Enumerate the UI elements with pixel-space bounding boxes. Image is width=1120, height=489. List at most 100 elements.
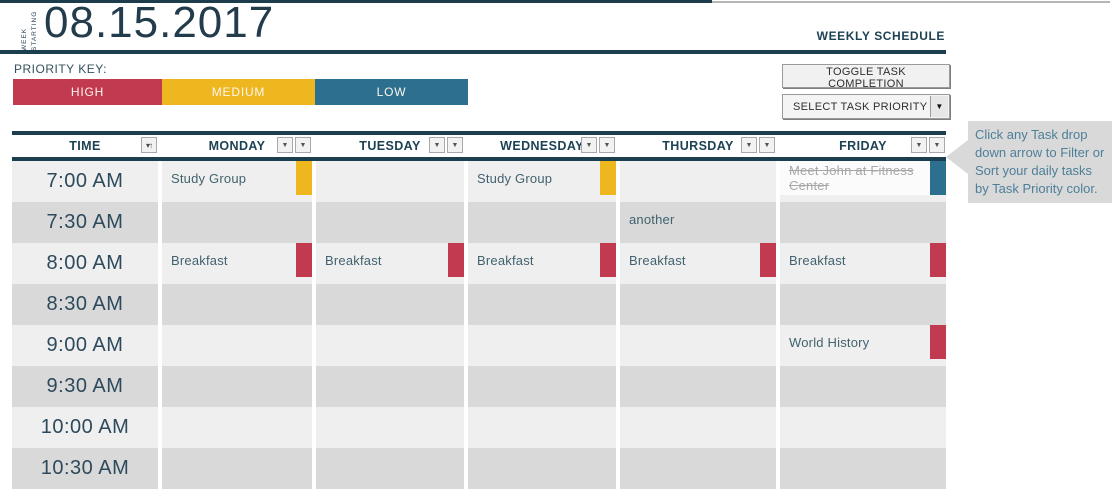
wednesday-filter-dropdown-button[interactable]: ▼ (581, 137, 597, 153)
task-breakfast[interactable]: Breakfast (171, 252, 228, 268)
time-cell[interactable]: 7:30 AM (12, 202, 158, 243)
thursday-sort-dropdown-button[interactable]: ▼ (759, 137, 775, 153)
task-breakfast[interactable]: Breakfast (789, 252, 846, 268)
wednesday-cell-830am[interactable] (468, 284, 616, 325)
chevron-down-icon: ▼ (763, 141, 771, 149)
thursday-cell-800am[interactable]: Breakfast (620, 243, 776, 284)
priority-tag-high (448, 243, 464, 277)
sheet-title: WEEKLY SCHEDULE (816, 29, 945, 43)
wednesday-cell-700am[interactable]: Study Group (468, 161, 616, 202)
monday-filter-dropdown-button[interactable]: ▼ (277, 137, 293, 153)
priority-tag-high (600, 243, 616, 277)
chevron-down-icon: ▼ (933, 141, 941, 149)
time-cell[interactable]: 7:00 AM (12, 161, 158, 202)
task-breakfast[interactable]: Breakfast (325, 252, 382, 268)
tuesday-filter-dropdown-button[interactable]: ▼ (429, 137, 445, 153)
friday-cell-900am[interactable]: World History (780, 325, 946, 366)
time-cell[interactable]: 9:30 AM (12, 366, 158, 407)
column-header-label: THURSDAY (662, 139, 734, 153)
task-breakfast[interactable]: Breakfast (629, 252, 686, 268)
table-header-row: TIME ▾↑ MONDAY ▼ ▼ TUESDAY ▼ ▼ WEDNESDAY ▼ ▼ THURSD… (12, 135, 946, 157)
window-top-edge-gray (712, 1, 1110, 3)
monday-cell-1000am[interactable] (162, 407, 312, 448)
friday-cell-1000am[interactable] (780, 407, 946, 448)
task-study-group[interactable]: Study Group (477, 170, 553, 186)
monday-cell-1030am[interactable] (162, 448, 312, 489)
wednesday-cell-1030am[interactable] (468, 448, 616, 489)
priority-tag-medium (600, 161, 616, 195)
column-header-tuesday: TUESDAY ▼ ▼ (316, 135, 464, 157)
thursday-cell-830am[interactable] (620, 284, 776, 325)
header-divider (0, 50, 946, 54)
time-cell[interactable]: 10:00 AM (12, 407, 158, 448)
monday-cell-730am[interactable] (162, 202, 312, 243)
task-breakfast[interactable]: Breakfast (477, 252, 534, 268)
thursday-cell-930am[interactable] (620, 366, 776, 407)
time-sort-filter-button[interactable]: ▾↑ (141, 137, 157, 153)
thursday-cell-900am[interactable] (620, 325, 776, 366)
thursday-filter-dropdown-button[interactable]: ▼ (741, 137, 757, 153)
chevron-down-icon: ▼ (915, 141, 923, 149)
wednesday-cell-730am[interactable] (468, 202, 616, 243)
table-top-border (12, 131, 946, 135)
friday-cell-1030am[interactable] (780, 448, 946, 489)
chevron-down-icon: ▼ (451, 141, 459, 149)
thursday-cell-1000am[interactable] (620, 407, 776, 448)
select-task-priority-dropdown[interactable]: SELECT TASK PRIORITY ▼ (782, 94, 950, 119)
chevron-down-icon: ▼ (433, 141, 441, 149)
column-header-time: TIME ▾↑ (12, 135, 158, 157)
tuesday-sort-dropdown-button[interactable]: ▼ (447, 137, 463, 153)
monday-cell-700am[interactable]: Study Group (162, 161, 312, 202)
time-cell[interactable]: 10:30 AM (12, 448, 158, 489)
header-buttons: ▼ ▼ (911, 137, 945, 153)
thursday-cell-1030am[interactable] (620, 448, 776, 489)
task-world-history[interactable]: World History (789, 334, 870, 350)
wednesday-cell-930am[interactable] (468, 366, 616, 407)
friday-cell-800am[interactable]: Breakfast (780, 243, 946, 284)
monday-cell-830am[interactable] (162, 284, 312, 325)
friday-cell-930am[interactable] (780, 366, 946, 407)
tuesday-cell-830am[interactable] (316, 284, 464, 325)
tuesday-cell-930am[interactable] (316, 366, 464, 407)
priority-key-medium: MEDIUM (162, 79, 315, 105)
header-buttons: ▾↑ (141, 137, 157, 153)
priority-tag-high (930, 325, 946, 359)
thursday-cell-700am[interactable] (620, 161, 776, 202)
friday-filter-dropdown-button[interactable]: ▼ (911, 137, 927, 153)
window-top-edge (0, 0, 712, 3)
column-header-monday: MONDAY ▼ ▼ (162, 135, 312, 157)
wednesday-sort-dropdown-button[interactable]: ▼ (599, 137, 615, 153)
thursday-cell-730am[interactable]: another (620, 202, 776, 243)
task-another[interactable]: another (629, 211, 675, 227)
wednesday-cell-900am[interactable] (468, 325, 616, 366)
monday-cell-800am[interactable]: Breakfast (162, 243, 312, 284)
task-meet-john-at-fitness-center[interactable]: Meet John at Fitness Center (780, 161, 946, 195)
time-cell[interactable]: 8:30 AM (12, 284, 158, 325)
tuesday-cell-700am[interactable] (316, 161, 464, 202)
monday-cell-900am[interactable] (162, 325, 312, 366)
tuesday-cell-1030am[interactable] (316, 448, 464, 489)
time-cell[interactable]: 9:00 AM (12, 325, 158, 366)
friday-sort-dropdown-button[interactable]: ▼ (929, 137, 945, 153)
friday-cell-830am[interactable] (780, 284, 946, 325)
column-header-thursday: THURSDAY ▼ ▼ (620, 135, 776, 157)
time-cell[interactable]: 8:00 AM (12, 243, 158, 284)
wednesday-cell-1000am[interactable] (468, 407, 616, 448)
priority-tag-high (296, 243, 312, 277)
week-starting-date-cell[interactable]: 08.15.2017 (44, 0, 275, 47)
chevron-down-icon[interactable]: ▼ (930, 96, 948, 117)
tuesday-cell-1000am[interactable] (316, 407, 464, 448)
chevron-down-icon: ▼ (603, 141, 611, 149)
wednesday-cell-800am[interactable]: Breakfast (468, 243, 616, 284)
friday-cell-730am[interactable] (780, 202, 946, 243)
toggle-task-completion-button[interactable]: TOGGLE TASK COMPLETION (782, 64, 950, 90)
callout-pointer-icon (946, 140, 968, 174)
tuesday-cell-900am[interactable] (316, 325, 464, 366)
monday-cell-930am[interactable] (162, 366, 312, 407)
tuesday-cell-730am[interactable] (316, 202, 464, 243)
friday-cell-700am[interactable]: Meet John at Fitness Center (780, 161, 946, 202)
task-study-group[interactable]: Study Group (171, 170, 247, 186)
tuesday-cell-800am[interactable]: Breakfast (316, 243, 464, 284)
monday-sort-dropdown-button[interactable]: ▼ (295, 137, 311, 153)
chevron-down-icon: ▼ (281, 141, 289, 149)
